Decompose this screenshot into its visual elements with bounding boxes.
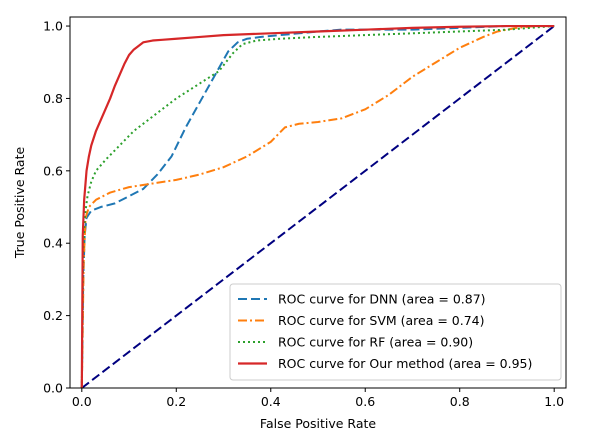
y-tick-label: 0.4	[43, 236, 63, 251]
legend-entry-label: ROC curve for Our method (area = 0.95)	[278, 356, 532, 371]
x-axis-label: False Positive Rate	[260, 416, 376, 431]
y-tick-label: 0.0	[43, 381, 63, 396]
x-tick-label: 0.8	[450, 394, 470, 409]
legend-entry-label: ROC curve for RF (area = 0.90)	[278, 335, 473, 350]
plot-frame	[69, 16, 567, 389]
y-tick-label: 0.8	[43, 91, 63, 106]
legend-box	[229, 283, 562, 381]
series-line-roc-curve-for-dnn-area	[80, 25, 555, 389]
y-tick-label: 0.2	[43, 308, 63, 323]
x-tick-label: 0.0	[72, 394, 92, 409]
y-tick-label: 0.6	[43, 163, 63, 178]
series-line-roc-curve-for-our-method-area	[80, 24, 555, 389]
legend-entry-label: ROC curve for DNN (area = 0.87)	[278, 292, 486, 307]
x-tick-label: 1.0	[544, 394, 564, 409]
x-tick-label: 0.6	[355, 394, 375, 409]
series-line-chance-diagonal	[81, 25, 555, 389]
series-line-roc-curve-for-svm-area	[80, 25, 555, 389]
x-tick-label: 0.2	[166, 394, 186, 409]
legend: ROC curve for DNN (area = 0.87) ROC curve…	[229, 283, 562, 381]
y-tick-label: 1.0	[43, 19, 63, 34]
curves-layer	[80, 24, 555, 389]
ticks-layer: 0.0 0.2 0.4 0.6 0.8 1.0 0.0 0.2 0.4 0.6 0.8 1.0	[43, 19, 564, 409]
legend-entry-label: ROC curve for SVM (area = 0.74)	[278, 313, 485, 328]
x-tick-label: 0.4	[261, 394, 281, 409]
y-axis-label: True Positive Rate	[12, 147, 27, 260]
